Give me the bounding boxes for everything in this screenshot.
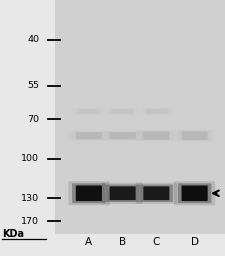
FancyBboxPatch shape (106, 185, 140, 202)
FancyBboxPatch shape (76, 132, 102, 139)
FancyBboxPatch shape (74, 108, 103, 115)
FancyBboxPatch shape (143, 186, 169, 200)
FancyBboxPatch shape (76, 185, 102, 201)
FancyBboxPatch shape (145, 109, 168, 114)
Text: B: B (119, 237, 126, 247)
Text: KDa: KDa (2, 229, 24, 239)
FancyBboxPatch shape (136, 130, 177, 142)
FancyBboxPatch shape (68, 181, 109, 205)
Text: 55: 55 (27, 81, 39, 90)
FancyBboxPatch shape (111, 109, 134, 114)
FancyBboxPatch shape (178, 130, 211, 141)
FancyBboxPatch shape (110, 132, 136, 139)
FancyBboxPatch shape (174, 181, 215, 205)
Text: C: C (153, 237, 160, 247)
Text: 100: 100 (21, 154, 39, 163)
FancyBboxPatch shape (142, 108, 171, 115)
Text: 70: 70 (27, 114, 39, 124)
FancyBboxPatch shape (182, 131, 208, 140)
FancyBboxPatch shape (68, 130, 109, 141)
FancyBboxPatch shape (72, 183, 106, 203)
FancyBboxPatch shape (182, 185, 208, 201)
Text: 170: 170 (21, 217, 39, 226)
FancyBboxPatch shape (140, 185, 173, 202)
FancyBboxPatch shape (72, 131, 106, 140)
FancyBboxPatch shape (78, 109, 100, 114)
FancyBboxPatch shape (143, 132, 169, 140)
Text: D: D (191, 237, 199, 247)
FancyBboxPatch shape (108, 108, 137, 115)
Text: A: A (85, 237, 92, 247)
FancyBboxPatch shape (178, 183, 211, 203)
FancyBboxPatch shape (140, 131, 173, 141)
FancyBboxPatch shape (106, 131, 140, 140)
FancyBboxPatch shape (110, 186, 136, 200)
Text: 40: 40 (27, 35, 39, 44)
Bar (55, 0, 225, 234)
FancyBboxPatch shape (136, 183, 177, 204)
FancyBboxPatch shape (102, 183, 143, 204)
FancyBboxPatch shape (102, 130, 143, 141)
Text: 130: 130 (21, 194, 39, 203)
FancyBboxPatch shape (174, 129, 215, 142)
